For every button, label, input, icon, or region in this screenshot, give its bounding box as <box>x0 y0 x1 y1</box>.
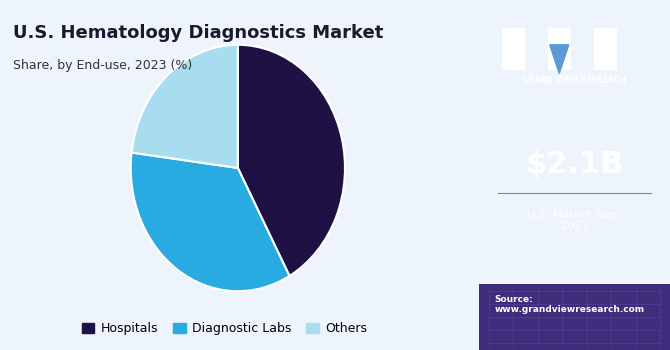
Text: GRAND VIEW RESEARCH: GRAND VIEW RESEARCH <box>523 76 626 85</box>
Text: U.S. Hematology Diagnostics Market: U.S. Hematology Diagnostics Market <box>13 25 384 42</box>
FancyBboxPatch shape <box>594 28 616 70</box>
FancyBboxPatch shape <box>502 28 525 70</box>
Text: U.S. Market Size,
2023: U.S. Market Size, 2023 <box>527 210 622 231</box>
Wedge shape <box>131 153 289 291</box>
Polygon shape <box>549 45 569 74</box>
Wedge shape <box>131 45 238 168</box>
Text: $2.1B: $2.1B <box>525 150 624 179</box>
FancyBboxPatch shape <box>548 28 571 70</box>
Text: Source:
www.grandviewresearch.com: Source: www.grandviewresearch.com <box>494 295 645 314</box>
FancyBboxPatch shape <box>479 284 670 350</box>
Wedge shape <box>238 45 345 276</box>
Text: Share, by End-use, 2023 (%): Share, by End-use, 2023 (%) <box>13 60 193 72</box>
Legend: Hospitals, Diagnostic Labs, Others: Hospitals, Diagnostic Labs, Others <box>77 317 372 341</box>
